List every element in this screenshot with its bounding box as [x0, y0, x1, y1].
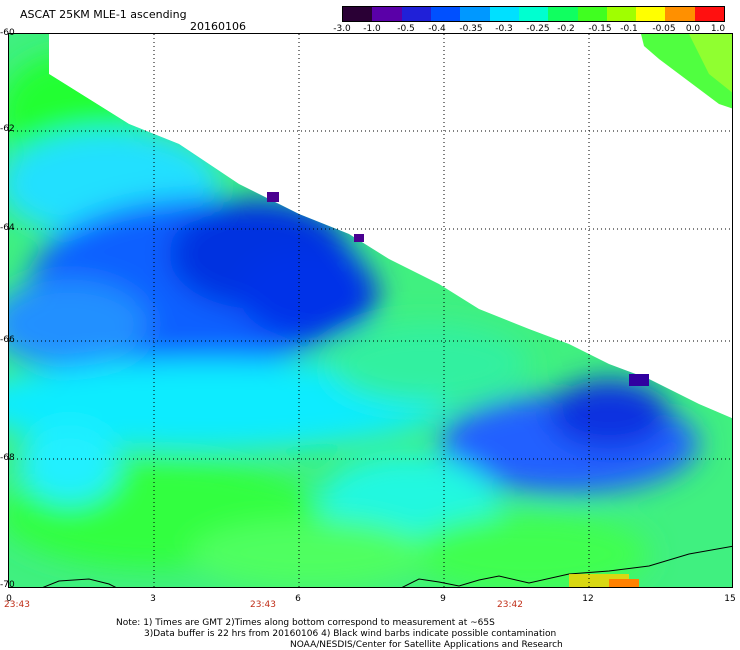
x-tick-label: 9 — [440, 594, 446, 604]
colorbar-segment — [548, 7, 578, 21]
colorbar-segment — [665, 7, 695, 21]
colorbar-label: -0.25 — [526, 24, 550, 34]
colorbar-label: -0.1 — [620, 24, 638, 34]
footer-note: 3)Data buffer is 22 hrs from 20160106 4)… — [144, 629, 557, 639]
x-tick-label: 12 — [582, 594, 594, 604]
colorbar-label: -3.0 — [333, 24, 351, 34]
y-tick-label: -70 — [0, 580, 15, 590]
colorbar-segment — [636, 7, 666, 21]
colorbar-segment — [343, 7, 373, 21]
colorbar-label: -0.05 — [652, 24, 676, 34]
time-label: 23:43 — [250, 600, 276, 610]
high-value-spot — [629, 374, 649, 386]
colorbar — [342, 6, 725, 22]
high-value-spot — [354, 234, 364, 242]
y-tick-label: -64 — [0, 223, 15, 233]
colorbar-label: -0.15 — [588, 24, 612, 34]
high-value-band — [609, 579, 639, 587]
footer-note: Note: 1) Times are GMT 2)Times along bot… — [116, 618, 495, 628]
x-tick-label: 0 — [6, 594, 12, 604]
colorbar-label: -0.35 — [459, 24, 483, 34]
colorbar-segment — [430, 7, 461, 21]
y-tick-label: -60 — [0, 28, 15, 38]
colorbar-segment — [606, 7, 637, 21]
x-tick-label: 3 — [150, 594, 156, 604]
x-tick-label: 15 — [724, 594, 736, 604]
colorbar-segment — [577, 7, 607, 21]
gridlines — [9, 34, 732, 587]
y-tick-label: -62 — [0, 124, 15, 134]
high-value-spot — [267, 192, 279, 202]
colorbar-label: -0.5 — [397, 24, 415, 34]
product-date: 20160106 — [190, 20, 246, 33]
colorbar-label: -0.4 — [428, 24, 446, 34]
product-title: ASCAT 25KM MLE-1 ascending — [20, 8, 187, 21]
x-tick-label: 6 — [295, 594, 301, 604]
y-tick-label: -68 — [0, 453, 15, 463]
swath-field — [9, 34, 732, 587]
scatterometer-map — [9, 34, 732, 587]
colorbar-label: 1.0 — [710, 24, 726, 34]
colorbar-segment — [694, 7, 725, 21]
time-label: 23:43 — [4, 600, 30, 610]
colorbar-label: -0.2 — [557, 24, 575, 34]
colorbar-segment — [518, 7, 549, 21]
map-plot — [8, 33, 733, 588]
colorbar-label: -1.0 — [363, 24, 381, 34]
colorbar-label: -0.3 — [495, 24, 513, 34]
colorbar-segment — [460, 7, 490, 21]
time-label: 23:42 — [497, 600, 523, 610]
colorbar-segment — [401, 7, 431, 21]
y-tick-label: -66 — [0, 335, 15, 345]
colorbar-label: 0.0 — [685, 24, 701, 34]
coastline — [42, 578, 117, 587]
footer-credit: NOAA/NESDIS/Center for Satellite Applica… — [290, 640, 563, 650]
swath-corner — [641, 34, 732, 109]
colorbar-segment — [489, 7, 519, 21]
colorbar-segment — [372, 7, 402, 21]
coastline — [401, 545, 732, 587]
